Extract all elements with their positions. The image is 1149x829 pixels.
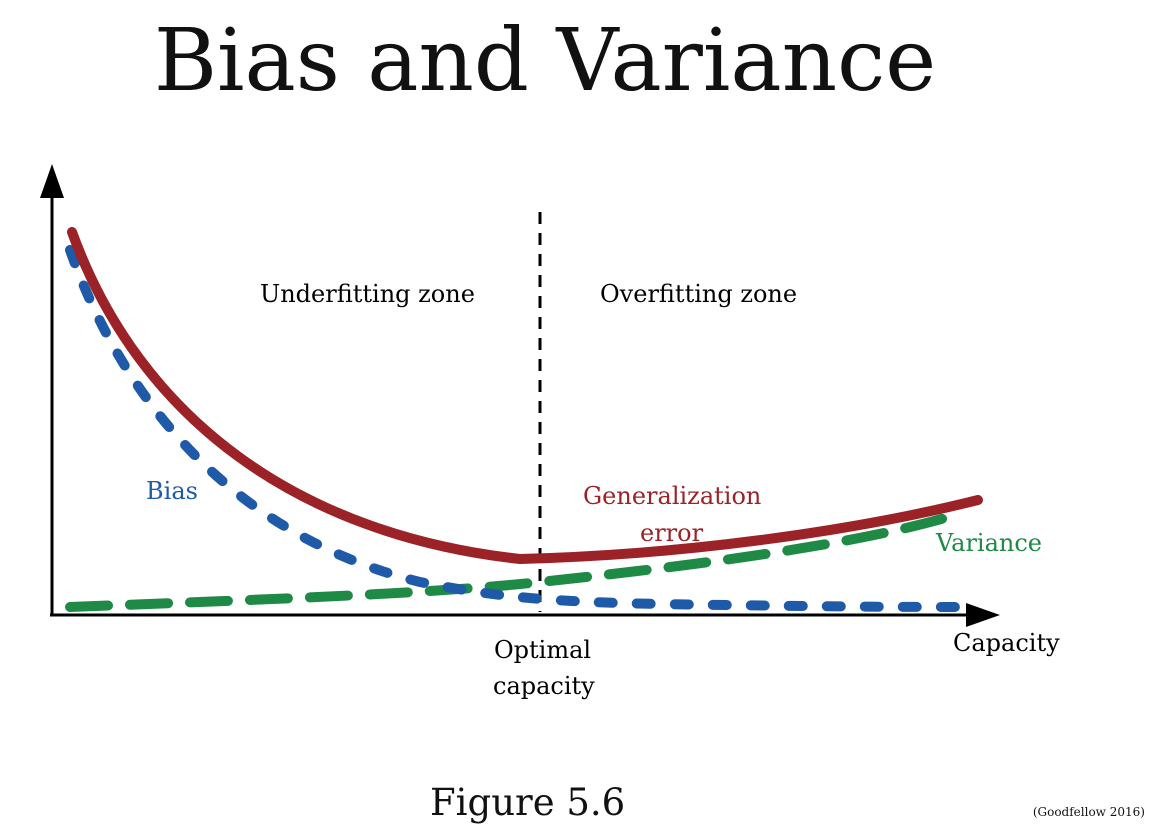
variance-label: Variance (935, 529, 1042, 557)
y-axis-arrow-icon (40, 164, 64, 198)
bias-label: Bias (146, 477, 198, 505)
credit: (Goodfellow 2016) (1032, 805, 1145, 819)
generalization-label-line1: Generalization (583, 482, 761, 510)
x-axis-arrow-icon (966, 603, 1000, 627)
slide-title: Bias and Variance (153, 11, 937, 111)
generalization-error-curve (67, 227, 983, 565)
optimal-capacity-label-line1: Optimal (494, 636, 591, 664)
bias-curve (65, 245, 970, 612)
x-axis-label: Capacity (953, 629, 1060, 657)
figure-caption: Figure 5.6 (430, 781, 626, 824)
optimal-capacity-label-line2: capacity (493, 672, 595, 700)
overfitting-zone-label: Overfitting zone (600, 280, 797, 308)
generalization-label-line2: error (640, 519, 704, 547)
underfitting-zone-label: Underfitting zone (260, 280, 475, 308)
